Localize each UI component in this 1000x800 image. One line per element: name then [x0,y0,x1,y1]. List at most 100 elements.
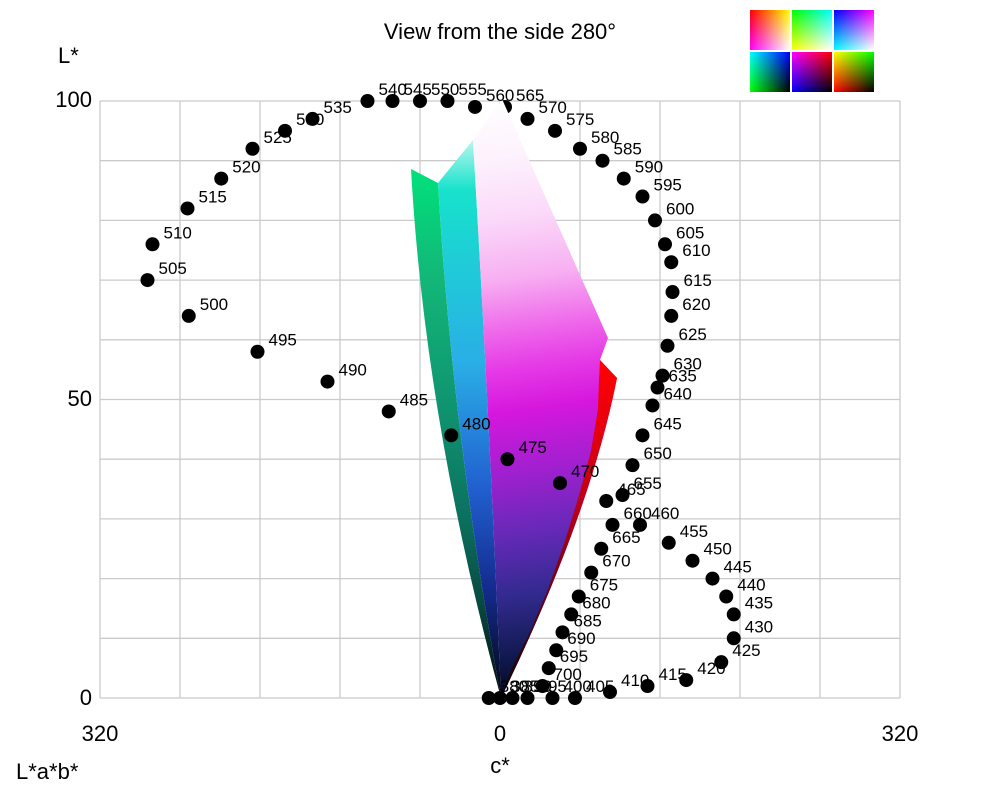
wavelength-label-670: 670 [602,552,630,571]
wavelength-label-595: 595 [654,176,682,195]
spectral-point-645 [635,428,650,443]
wavelength-label-680: 680 [582,593,610,612]
spectral-point-495 [250,344,265,359]
spectral-locus-points [140,94,741,705]
wavelength-label-385: 385 [511,677,539,696]
spectral-point-470 [553,476,567,491]
spectral-point-485 [381,404,396,419]
spectral-point-450 [685,553,700,568]
spectral-point-540 [360,94,375,108]
wavelength-label-515: 515 [199,187,227,206]
x-tick-pos320: 320 [881,721,919,746]
wavelength-label-610: 610 [682,241,710,260]
wavelength-label-520: 520 [232,158,260,177]
spectral-point-445 [705,571,720,586]
spectral-point-555 [440,94,455,108]
wavelength-label-505: 505 [159,259,187,278]
legend-cyan-face-swatch [750,52,790,92]
spectral-point-465 [599,493,614,508]
wavelength-label-425: 425 [732,641,760,660]
x-tick-neg320: 320 [81,721,119,746]
spectral-point-425 [714,655,729,670]
spectral-point-560 [468,99,482,114]
wavelength-label-690: 690 [567,629,595,648]
spectral-point-385 [493,691,507,705]
wavelength-label-580: 580 [591,128,619,147]
wavelength-label-430: 430 [745,617,773,636]
wavelength-label-665: 665 [612,528,640,547]
y-tick-0: 0 [79,685,92,710]
wavelength-label-475: 475 [519,438,547,457]
spectral-point-630 [655,368,670,383]
spectral-point-515 [180,201,195,216]
wavelength-label-545: 545 [404,80,432,99]
wavelength-label-675: 675 [590,576,618,595]
x-tick-0: 0 [493,721,507,746]
spectral-point-620 [664,308,679,323]
wavelength-label-510: 510 [164,223,192,242]
wavelength-label-645: 645 [654,414,682,433]
spectral-point-410 [603,685,617,700]
legend-blue-face-swatch [834,10,874,50]
spectral-point-625 [660,338,675,353]
spectral-point-400 [545,691,560,705]
legend-yellow-face-swatch [834,52,874,92]
wavelength-label-415: 415 [659,665,687,684]
rgb-cube-legend [750,10,874,92]
spectral-point-675 [571,589,586,604]
y-axis-title: L* [58,43,79,68]
spectral-point-545 [385,94,400,108]
spectral-point-550 [413,94,427,108]
wavelength-label-585: 585 [614,140,642,159]
spectral-point-695 [541,661,556,676]
spectral-point-665 [594,541,609,556]
spectral-point-595 [635,189,650,204]
spectral-point-420 [679,673,694,688]
wavelength-label-390: 390 [524,677,552,696]
spectral-point-380 [481,691,496,705]
colorspace-label: L*a*b* [16,759,79,784]
spectral-point-575 [548,123,562,138]
spectral-point-585 [595,153,610,168]
wavelength-label-685: 685 [574,611,602,630]
spectral-point-640 [645,398,660,413]
wavelength-label-615: 615 [684,271,712,290]
spectral-point-500 [181,308,196,323]
wavelength-label-455: 455 [680,522,708,541]
wavelength-label-555: 555 [459,80,487,99]
spectral-point-440 [719,589,734,604]
wavelength-label-490: 490 [339,361,367,380]
wavelength-label-590: 590 [635,158,663,177]
wavelength-label-575: 575 [566,110,594,129]
wavelength-label-435: 435 [745,593,773,612]
wavelength-label-420: 420 [697,659,725,678]
wavelength-label-540: 540 [379,80,407,99]
wavelength-label-470: 470 [571,462,599,481]
spectral-point-480 [444,428,459,443]
wavelength-label-550: 550 [431,80,459,99]
spectral-point-685 [555,625,570,640]
spectral-point-430 [726,631,741,646]
spectral-point-415 [640,679,655,694]
spectral-point-475 [500,452,515,467]
spectral-point-660 [605,517,620,532]
wavelength-label-565: 565 [516,86,544,105]
spectral-point-670 [584,565,599,580]
spectral-point-600 [648,213,662,228]
wavelength-label-500: 500 [200,295,228,314]
spectral-point-615 [665,285,680,300]
wavelength-label-400: 400 [564,677,592,696]
spectral-point-605 [658,237,672,252]
y-tick-50: 50 [67,386,92,411]
wavelength-label-630: 630 [674,355,702,374]
wavelength-label-485: 485 [400,390,428,409]
wavelength-label-600: 600 [666,199,694,218]
spectral-point-570 [520,111,535,126]
wavelength-label-535: 535 [324,98,352,117]
gamut-facet-f-magenta [473,99,617,698]
wavelength-label-525: 525 [264,128,292,147]
spectral-point-505 [140,273,155,288]
wavelength-label-560: 560 [486,86,514,105]
spectral-point-580 [573,141,587,156]
